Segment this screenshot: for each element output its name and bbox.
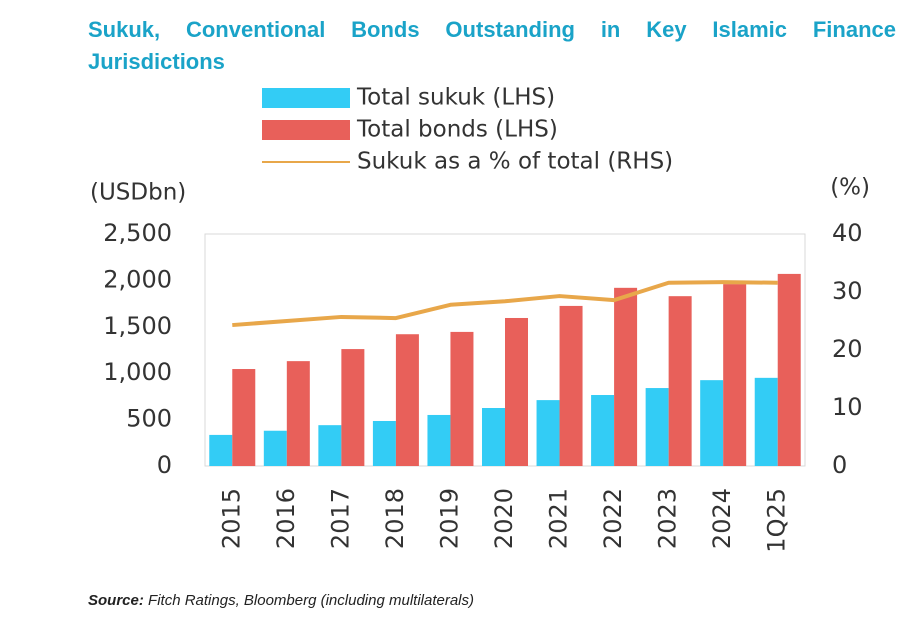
y2-axis-label: (%) [830,175,870,201]
legend-swatch [262,120,350,140]
bar [559,305,583,466]
x-tick-label: 1Q25 [763,488,791,553]
bar [318,425,342,466]
source-label: Source: [88,592,144,609]
source-text: Fitch Ratings, Bloomberg (including mult… [148,592,474,609]
y2-tick-label: 10 [832,393,863,421]
y-tick-label: 1,500 [103,312,172,340]
bar [505,317,528,466]
bar [209,434,233,466]
bar [427,414,451,466]
bar [645,388,669,466]
x-tick-label: 2018 [381,488,409,549]
bar [614,287,638,466]
bar [700,380,724,466]
source: Source: Fitch Ratings, Bloomberg (includ… [88,592,474,609]
y-tick-label: 1,000 [103,358,172,386]
legend-label: Total bonds (LHS) [356,117,558,143]
x-tick-label: 2023 [654,488,682,549]
bar [286,361,310,466]
legend-swatch [262,88,350,108]
x-tick-label: 2021 [545,488,573,549]
x-tick-label: 2020 [490,488,518,549]
x-tick-label: 2016 [272,488,300,549]
y-tick-label: 500 [126,405,172,433]
bar [536,400,560,466]
y2-tick-label: 0 [832,451,847,479]
y-tick-label: 0 [157,451,172,479]
y-axis-label: (USDbn) [90,180,186,206]
y2-tick-label: 30 [832,277,863,305]
bar [482,408,505,466]
y2-tick-label: 20 [832,335,863,363]
bar [723,284,747,466]
chart-title: Sukuk, Conventional Bonds Outstanding in… [88,17,896,74]
x-tick-label: 2022 [599,488,627,549]
y-tick-label: 2,500 [103,219,172,247]
chart: Total sukuk (LHS) Total bonds (LHS) Sukuk … [90,85,870,553]
legend-label: Total sukuk (LHS) [356,85,555,111]
bar [232,369,256,466]
bar [668,296,692,466]
line [232,280,778,328]
bar [263,430,287,466]
x-tick-label: 2024 [708,488,736,549]
bar [777,273,801,466]
x-tick-label: 2017 [326,488,354,549]
y2-tick-label: 40 [832,219,863,247]
bar [372,420,396,466]
y-tick-label: 2,000 [103,265,172,293]
x-tick-label: 2019 [435,488,463,549]
bar [754,377,778,466]
bar [395,334,419,466]
legend-label: Sukuk as a % of total (RHS) [357,149,673,175]
bar [450,331,474,466]
bar [341,349,365,466]
x-tick-label: 2015 [217,488,245,549]
bar [591,395,615,466]
